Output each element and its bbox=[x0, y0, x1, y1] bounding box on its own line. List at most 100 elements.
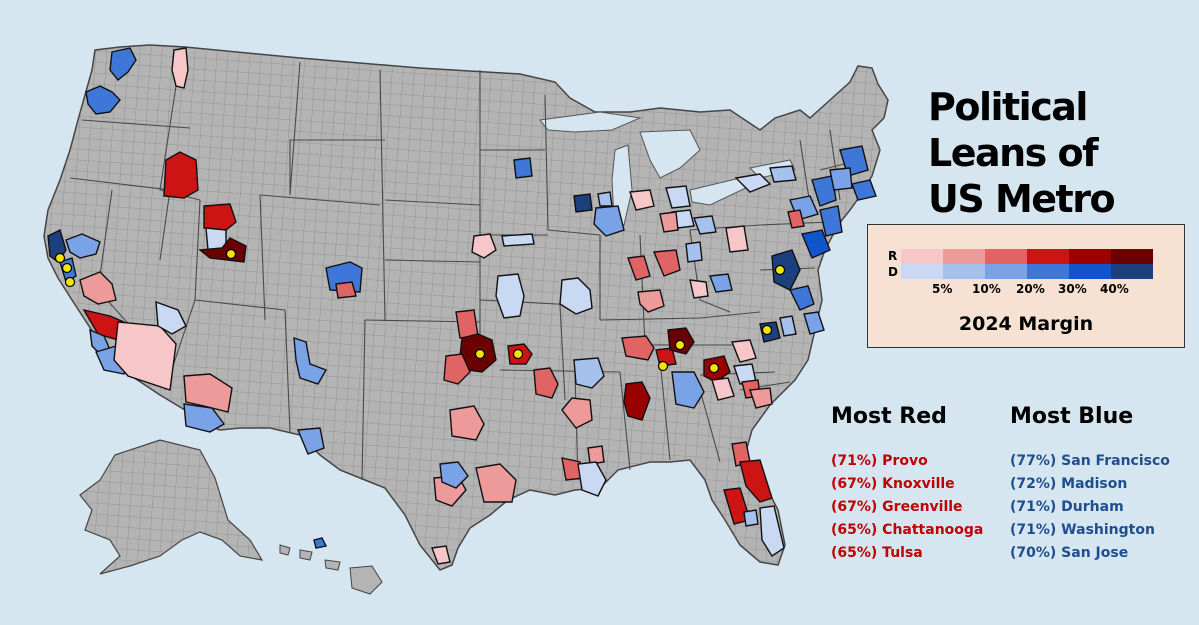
metro-area-blue bbox=[593, 205, 625, 237]
most-blue-item: (70%) San Jose bbox=[1010, 545, 1129, 561]
metro-area-red bbox=[689, 279, 709, 299]
extreme-metro-markers bbox=[54, 248, 786, 374]
extreme-metro-marker bbox=[64, 276, 76, 288]
metro-area-red bbox=[475, 463, 517, 503]
extreme-metro-marker bbox=[61, 262, 73, 274]
legend-blue-swatch-6 bbox=[1111, 264, 1153, 279]
metro-area-blue bbox=[65, 233, 101, 259]
metro-area-red bbox=[171, 47, 189, 89]
metro-area-blue bbox=[513, 157, 533, 179]
legend-r-label: R bbox=[888, 249, 898, 263]
metro-areas bbox=[47, 47, 877, 565]
legend-blue-swatch-1 bbox=[901, 264, 943, 279]
metro-area-red bbox=[731, 339, 757, 363]
metro-area-red bbox=[533, 367, 559, 399]
legend-red-swatch-3 bbox=[985, 249, 1027, 264]
metro-area-blue bbox=[495, 273, 525, 319]
metro-area-red bbox=[787, 209, 805, 229]
hawaii bbox=[279, 544, 383, 595]
most-blue-item: (72%) Madison bbox=[1010, 476, 1128, 492]
metro-area-red bbox=[455, 309, 479, 339]
metro-area-blue bbox=[769, 165, 797, 183]
extreme-metro-marker bbox=[225, 248, 237, 260]
metro-area-red bbox=[79, 271, 117, 305]
metro-area-red bbox=[443, 353, 471, 385]
most-blue-item: (71%) Washington bbox=[1010, 522, 1155, 538]
metro-area-blue bbox=[293, 336, 328, 385]
extreme-metro-marker bbox=[512, 348, 524, 360]
metro-area-red bbox=[335, 281, 357, 299]
legend-blue-scale bbox=[901, 264, 1153, 279]
extreme-metro-marker bbox=[474, 348, 486, 360]
metro-area-red bbox=[637, 289, 665, 313]
most-blue-heading: Most Blue bbox=[1010, 404, 1134, 429]
metro-area-blue bbox=[829, 167, 853, 191]
most-blue-item: (71%) Durham bbox=[1010, 499, 1124, 515]
metro-area-blue bbox=[693, 215, 717, 235]
most-red-item: (65%) Tulsa bbox=[831, 545, 923, 561]
metro-area-blue bbox=[665, 185, 691, 209]
extreme-metro-marker bbox=[657, 360, 669, 372]
metro-area-blue bbox=[771, 249, 801, 291]
legend-d-label: D bbox=[888, 265, 898, 279]
metro-area-blue bbox=[109, 47, 137, 81]
extreme-metro-marker bbox=[54, 252, 66, 264]
metro-area-blue bbox=[819, 205, 843, 237]
metro-area-blue bbox=[788, 285, 815, 311]
metro-area-blue bbox=[597, 191, 613, 207]
metro-area-blue bbox=[501, 233, 535, 247]
metro-area-red bbox=[203, 203, 237, 231]
metro-area-blue bbox=[573, 193, 593, 213]
metro-area-blue bbox=[803, 311, 825, 335]
metro-area-blue bbox=[439, 461, 469, 489]
margin-legend: R D 5% 10% 20% 30% 40% 2024 Margin bbox=[867, 224, 1185, 348]
extreme-metro-marker bbox=[774, 264, 786, 276]
legend-red-swatch-4 bbox=[1027, 249, 1069, 264]
legend-tick-10: 10% bbox=[972, 282, 1001, 296]
metro-area-blue bbox=[709, 273, 733, 293]
metro-area-blue bbox=[559, 277, 593, 315]
legend-red-swatch-6 bbox=[1111, 249, 1153, 264]
metro-area-red bbox=[449, 405, 485, 441]
legend-blue-swatch-2 bbox=[943, 264, 985, 279]
legend-blue-swatch-3 bbox=[985, 264, 1027, 279]
metro-area-red bbox=[659, 211, 679, 233]
legend-tick-20: 20% bbox=[1016, 282, 1045, 296]
extreme-metro-marker bbox=[708, 362, 720, 374]
metro-area-blue bbox=[183, 403, 226, 433]
metro-area-red bbox=[183, 373, 233, 413]
metro-area-red bbox=[725, 225, 749, 253]
legend-tick-5: 5% bbox=[932, 282, 953, 296]
metro-area-blue bbox=[811, 175, 837, 207]
contiguous-us bbox=[43, 44, 889, 571]
metro-area-red bbox=[629, 189, 655, 211]
metro-area-red bbox=[561, 397, 593, 429]
legend-red-scale bbox=[901, 249, 1153, 264]
most-red-list: (71%) Provo (67%) Knoxville (67%) Greenv… bbox=[831, 450, 983, 565]
map-title-line1: Political Leans of bbox=[928, 85, 1099, 175]
metro-area-blue bbox=[155, 300, 187, 335]
most-blue-item: (77%) San Francisco bbox=[1010, 453, 1170, 469]
legend-red-swatch-2 bbox=[943, 249, 985, 264]
metro-area-blue bbox=[296, 427, 325, 455]
most-red-item: (67%) Greenville bbox=[831, 499, 963, 515]
metro-area-red bbox=[471, 233, 497, 259]
metro-area-red bbox=[749, 387, 773, 409]
metro-area-blue bbox=[779, 315, 797, 337]
metro-area-red bbox=[711, 377, 735, 401]
most-blue-list: (77%) San Francisco (72%) Madison (71%) … bbox=[1010, 450, 1170, 565]
legend-blue-swatch-5 bbox=[1069, 264, 1111, 279]
legend-caption: 2024 Margin bbox=[958, 313, 1094, 335]
metro-area-red bbox=[627, 255, 651, 281]
most-red-item: (65%) Chattanooga bbox=[831, 522, 984, 538]
metro-area-red bbox=[587, 445, 605, 465]
legend-red-swatch-1 bbox=[901, 249, 943, 264]
most-red-heading: Most Red bbox=[831, 404, 947, 429]
legend-blue-swatch-4 bbox=[1027, 264, 1069, 279]
metro-area-blue bbox=[573, 357, 605, 389]
metro-area-red bbox=[621, 335, 655, 361]
metro-area-blue bbox=[685, 241, 703, 263]
metro-area-blue bbox=[734, 173, 772, 193]
legend-red-swatch-5 bbox=[1069, 249, 1111, 264]
